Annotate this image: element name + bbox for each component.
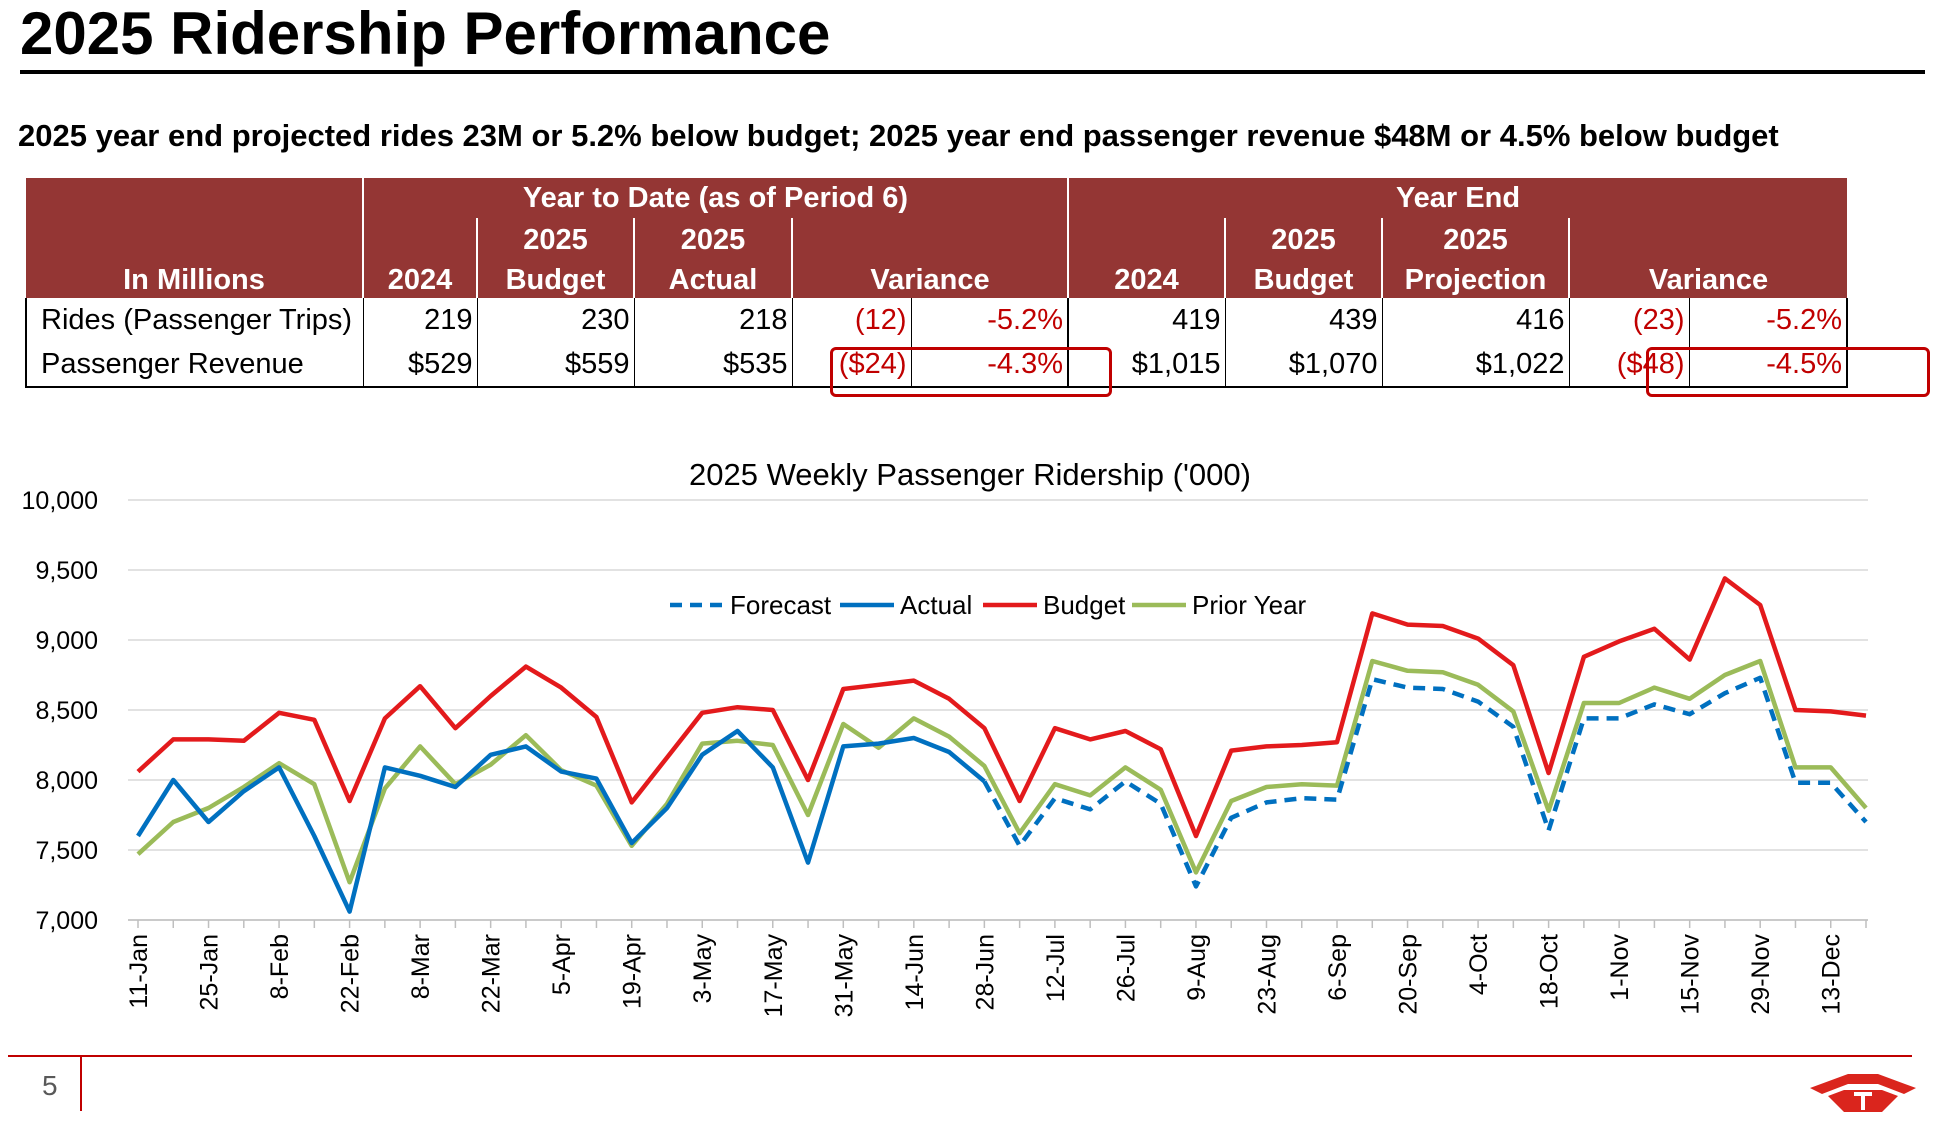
- cell-ye-2024: 419: [1067, 298, 1225, 342]
- y-tick-label: 8,000: [35, 767, 98, 795]
- table-header-row-1: 2025 2025 2025 2025: [26, 218, 1847, 258]
- header-blank-4: [791, 218, 1068, 258]
- series-line-prior-year: [136, 658, 1868, 885]
- header-ye-group: Year End: [1067, 178, 1847, 218]
- header-ye-2024: 2024: [1067, 258, 1225, 298]
- header-ytd-budget-year: 2025: [476, 218, 634, 258]
- cell-ytd-variance: (12): [791, 298, 911, 342]
- y-tick-label: 7,000: [35, 907, 98, 935]
- legend-label-budget: Budget: [1043, 590, 1126, 620]
- footer-rule: [8, 1055, 1912, 1057]
- x-tick-label: 26-Jul: [1112, 934, 1140, 1002]
- row-label: Rides (Passenger Trips): [25, 298, 363, 342]
- header-ytd-2024: 2024: [362, 258, 477, 298]
- header-blank-3: [362, 218, 477, 258]
- cell-ytd-budget: 230: [476, 298, 634, 342]
- x-tick-label: 9-Aug: [1183, 934, 1211, 1001]
- title-rule: [20, 70, 1925, 74]
- cell-ye-projection: 416: [1381, 298, 1569, 342]
- x-tick-label: 11-Jan: [125, 934, 153, 1009]
- page-title: 2025 Ridership Performance: [20, 0, 831, 67]
- x-tick-label: 13-Dec: [1818, 934, 1846, 1015]
- x-tick-label: 14-Jun: [901, 934, 929, 1010]
- cell-ye-budget: 439: [1224, 298, 1382, 342]
- y-tick-label: 8,500: [35, 697, 98, 725]
- ridership-line-chart: 7,000 7,500 8,000 8,500 9,000 9,500 10,000 11-J…: [22, 487, 1868, 1018]
- y-tick-label: 7,500: [35, 837, 98, 865]
- header-ye-variance: Variance: [1568, 258, 1847, 298]
- header-ye-budget-year: 2025: [1224, 218, 1382, 258]
- x-tick-label: 31-May: [830, 934, 858, 1018]
- y-tick-label: 9,500: [35, 557, 98, 585]
- header-in-millions: In Millions: [26, 258, 363, 298]
- x-tick-label: 15-Nov: [1677, 934, 1705, 1015]
- x-tick-label: 19-Apr: [619, 934, 647, 1009]
- header-blank-2: [26, 218, 363, 258]
- header-blank: [26, 178, 363, 218]
- cell-ytd-actual: $535: [633, 342, 792, 388]
- ye-revenue-variance-highlight: [1646, 347, 1930, 397]
- chart-title: 2025 Weekly Passenger Ridership ('000): [689, 457, 1251, 492]
- row-label: Passenger Revenue: [25, 342, 363, 388]
- cell-ytd-actual: 218: [633, 298, 792, 342]
- cell-ye-variance: (23): [1568, 298, 1689, 342]
- ttc-logo: [1810, 1074, 1916, 1112]
- footer-divider: [80, 1055, 82, 1111]
- header-ye-projection-year: 2025: [1381, 218, 1569, 258]
- ytd-revenue-variance-highlight: [830, 347, 1112, 397]
- x-tick-label: 6-Sep: [1324, 934, 1352, 1001]
- x-tick-label: 18-Oct: [1536, 934, 1564, 1009]
- header-ytd-variance: Variance: [791, 258, 1068, 298]
- page-number: 5: [42, 1070, 58, 1101]
- header-ye-budget: Budget: [1224, 258, 1382, 298]
- y-tick-label: 9,000: [35, 627, 98, 655]
- cell-ye-projection: $1,022: [1381, 342, 1569, 388]
- cell-ytd-budget: $559: [476, 342, 634, 388]
- x-tick-label: 20-Sep: [1395, 934, 1423, 1015]
- x-tick-label: 25-Jan: [196, 934, 224, 1010]
- x-tick-label: 12-Jul: [1042, 934, 1070, 1002]
- x-tick-label: 17-May: [760, 934, 788, 1018]
- series-line-budget: [136, 576, 1867, 839]
- legend-label-prior-year: Prior Year: [1192, 590, 1307, 620]
- x-tick-label: 22-Mar: [478, 934, 506, 1013]
- cell-ye-variance: ($48): [1568, 342, 1689, 388]
- x-tick-label: 22-Feb: [337, 934, 365, 1013]
- table-header-group-row: Year to Date (as of Period 6) Year End: [26, 178, 1847, 218]
- header-ytd-actual: Actual: [633, 258, 792, 298]
- x-tick-label: 29-Nov: [1747, 934, 1775, 1015]
- series-line-forecast: [982, 675, 1868, 889]
- header-ytd-actual-year: 2025: [633, 218, 792, 258]
- cell-ye-variance-pct: -5.2%: [1688, 298, 1848, 342]
- cell-ye-budget: $1,070: [1224, 342, 1382, 388]
- page-subtitle: 2025 year end projected rides 23M or 5.2…: [18, 118, 1779, 153]
- cell-ytd-2024: 219: [362, 298, 477, 342]
- series-line-actual: [136, 728, 986, 914]
- table-header-row-2: In Millions 2024 Budget Actual Variance …: [26, 258, 1847, 298]
- header-blank-5: [1067, 218, 1225, 258]
- legend-label-forecast: Forecast: [730, 590, 832, 620]
- x-tick-label: 1-Nov: [1606, 934, 1634, 1001]
- table-row: Passenger Revenue $529 $559 $535 ($24) -…: [25, 342, 1848, 388]
- x-tick-label: 8-Mar: [407, 934, 435, 999]
- cell-ytd-2024: $529: [362, 342, 477, 388]
- ridership-summary-table: Year to Date (as of Period 6) Year End 2…: [25, 178, 1848, 388]
- table-row: Rides (Passenger Trips) 219 230 218 (12)…: [25, 298, 1848, 342]
- cell-ytd-variance-pct: -5.2%: [910, 298, 1068, 342]
- x-tick-label: 5-Apr: [548, 934, 576, 995]
- x-tick-label: 8-Feb: [266, 934, 294, 999]
- x-tick-label: 23-Aug: [1253, 934, 1281, 1015]
- header-ytd-group: Year to Date (as of Period 6): [362, 178, 1068, 218]
- x-tick-label: 28-Jun: [971, 934, 999, 1010]
- x-tick-label: 4-Oct: [1465, 934, 1493, 995]
- header-blank-6: [1568, 218, 1847, 258]
- x-tick-label: 3-May: [689, 934, 717, 1004]
- header-ytd-budget: Budget: [476, 258, 634, 298]
- header-ye-projection: Projection: [1381, 258, 1569, 298]
- y-tick-label: 10,000: [22, 487, 98, 515]
- legend-label-actual: Actual: [900, 590, 972, 620]
